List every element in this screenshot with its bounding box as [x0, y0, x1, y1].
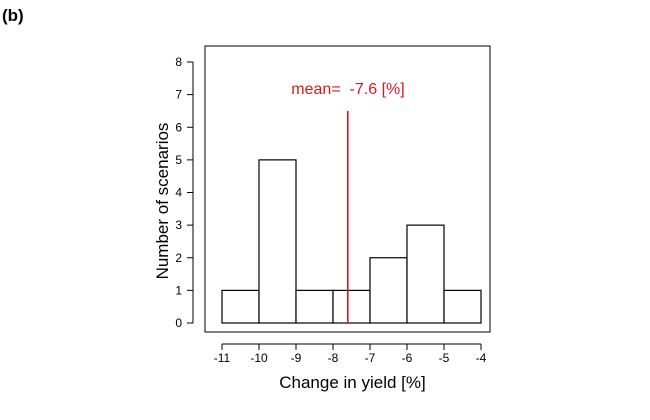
x-tick-label: -4 [476, 351, 487, 365]
x-tick-label: -10 [250, 351, 268, 365]
y-tick-label: 7 [175, 88, 182, 102]
y-tick-label: 1 [175, 283, 182, 297]
x-axis: -11 -10 -9 -8 -7 -6 -5 -4 [214, 343, 487, 365]
y-tick-label: 3 [175, 218, 182, 232]
y-axis-title: Number of scenarios [153, 123, 172, 280]
x-tick-label: -8 [328, 351, 339, 365]
histogram-bars [221, 159, 482, 324]
y-tick-label: 2 [175, 251, 182, 265]
y-tick-label: 4 [175, 186, 182, 200]
histogram-bar [295, 289, 334, 324]
y-tick-label: 6 [175, 120, 182, 134]
histogram-bar [221, 289, 260, 324]
histogram-bar [406, 224, 445, 324]
plot-frame [204, 45, 491, 333]
y-tick-label: 0 [175, 316, 182, 330]
histogram-bar [258, 159, 297, 324]
y-tick-label: 8 [175, 55, 182, 69]
x-tick-label: -5 [439, 351, 450, 365]
histogram-bar [443, 289, 482, 324]
x-axis-title: Change in yield [%] [279, 373, 425, 392]
y-tick-label: 5 [175, 153, 182, 167]
x-tick-label: -7 [365, 351, 376, 365]
x-tick-label: -9 [291, 351, 302, 365]
histogram-bar [332, 289, 371, 324]
histogram-bar [369, 257, 408, 324]
y-axis: 0 1 2 3 4 5 6 7 8 [175, 55, 194, 330]
mean-annotation: mean= -7.6 [%] [291, 81, 404, 98]
x-tick-label: -11 [214, 351, 231, 365]
x-tick-label: -6 [402, 351, 413, 365]
panel-label: (b) [2, 6, 24, 25]
